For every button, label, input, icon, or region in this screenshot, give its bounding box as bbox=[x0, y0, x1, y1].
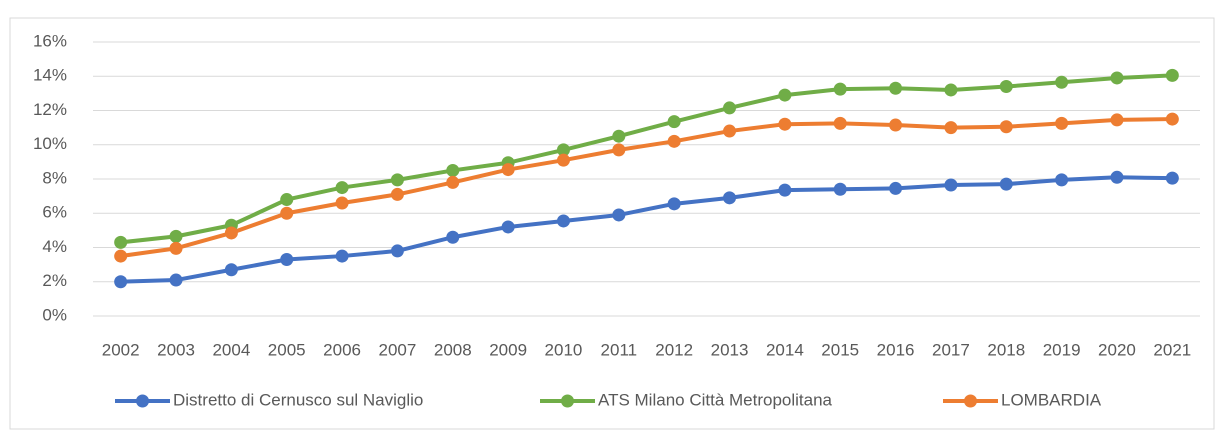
point bbox=[556, 153, 570, 167]
x-tick-label: 2011 bbox=[601, 340, 638, 359]
y-tick-label: 12% bbox=[33, 100, 67, 119]
point bbox=[667, 134, 681, 148]
x-tick-label: 2010 bbox=[545, 340, 583, 359]
y-tick-label: 16% bbox=[33, 31, 67, 50]
point bbox=[280, 193, 294, 207]
point bbox=[723, 191, 737, 205]
point bbox=[999, 80, 1013, 94]
y-tick-label: 0% bbox=[42, 305, 67, 324]
x-tick-label: 2016 bbox=[877, 340, 915, 359]
point bbox=[280, 252, 294, 266]
point bbox=[833, 116, 847, 130]
x-tick-label: 2012 bbox=[655, 340, 693, 359]
x-tick-label: 2019 bbox=[1043, 340, 1081, 359]
y-tick-label: 4% bbox=[42, 237, 67, 256]
legend-marker bbox=[136, 394, 149, 408]
y-tick-label: 6% bbox=[42, 203, 67, 222]
legend-label: Distretto di Cernusco sul Naviglio bbox=[173, 390, 423, 409]
point bbox=[390, 244, 404, 258]
x-tick-label: 2007 bbox=[379, 340, 417, 359]
y-tick-label: 14% bbox=[33, 66, 67, 85]
x-tick-label: 2004 bbox=[212, 340, 250, 359]
x-tick-label: 2017 bbox=[932, 340, 970, 359]
point bbox=[778, 88, 792, 102]
point bbox=[501, 163, 515, 177]
x-tick-label: 2020 bbox=[1098, 340, 1136, 359]
legend-marker bbox=[561, 394, 574, 408]
point bbox=[169, 273, 183, 287]
x-tick-label: 2002 bbox=[102, 340, 140, 359]
point bbox=[889, 181, 903, 195]
point bbox=[612, 129, 626, 143]
x-tick-label: 2013 bbox=[711, 340, 749, 359]
point bbox=[1165, 68, 1179, 82]
point bbox=[667, 197, 681, 211]
point bbox=[612, 208, 626, 222]
point bbox=[944, 178, 958, 192]
point bbox=[999, 177, 1013, 191]
y-tick-label: 10% bbox=[33, 134, 67, 153]
point bbox=[114, 249, 128, 263]
x-tick-label: 2009 bbox=[489, 340, 527, 359]
point bbox=[1165, 171, 1179, 185]
y-tick-label: 8% bbox=[42, 168, 67, 187]
point bbox=[723, 101, 737, 115]
point bbox=[1055, 173, 1069, 187]
legend-marker bbox=[964, 394, 977, 408]
point bbox=[1110, 170, 1124, 184]
point bbox=[556, 143, 570, 157]
y-tick-label: 2% bbox=[42, 271, 67, 290]
point bbox=[889, 118, 903, 132]
point bbox=[446, 230, 460, 244]
point bbox=[944, 121, 958, 135]
point bbox=[1165, 112, 1179, 126]
point bbox=[169, 241, 183, 255]
point bbox=[833, 182, 847, 196]
point bbox=[390, 187, 404, 201]
point bbox=[833, 82, 847, 96]
point bbox=[999, 120, 1013, 134]
x-tick-label: 2005 bbox=[268, 340, 306, 359]
point bbox=[169, 229, 183, 243]
x-tick-label: 2008 bbox=[434, 340, 472, 359]
x-tick-label: 2014 bbox=[766, 340, 804, 359]
point bbox=[335, 181, 349, 195]
point bbox=[1110, 113, 1124, 127]
series-line bbox=[120, 73, 1173, 245]
point bbox=[1110, 71, 1124, 85]
x-tick-label: 2003 bbox=[157, 340, 195, 359]
legend-label: LOMBARDIA bbox=[1001, 390, 1102, 409]
point bbox=[612, 143, 626, 157]
x-tick-label: 2021 bbox=[1153, 340, 1191, 359]
point bbox=[1055, 75, 1069, 89]
point bbox=[114, 275, 128, 289]
point bbox=[667, 115, 681, 129]
point bbox=[723, 124, 737, 138]
point bbox=[114, 235, 128, 249]
legend-label: ATS Milano Città Metropolitana bbox=[598, 390, 833, 409]
point bbox=[280, 206, 294, 220]
point bbox=[944, 83, 958, 97]
point bbox=[446, 175, 460, 189]
point bbox=[501, 220, 515, 234]
series-line bbox=[120, 175, 1173, 284]
point bbox=[390, 173, 404, 187]
x-tick-label: 2006 bbox=[323, 340, 361, 359]
point bbox=[1055, 116, 1069, 130]
point bbox=[446, 163, 460, 177]
point bbox=[224, 226, 238, 240]
x-tick-label: 2015 bbox=[821, 340, 859, 359]
point bbox=[778, 183, 792, 197]
series-line bbox=[120, 117, 1173, 259]
point bbox=[335, 249, 349, 263]
x-tick-label: 2018 bbox=[987, 340, 1025, 359]
point bbox=[224, 263, 238, 277]
point bbox=[556, 214, 570, 228]
point bbox=[335, 196, 349, 210]
chart-frame bbox=[9, 17, 1215, 430]
point bbox=[778, 117, 792, 131]
point bbox=[889, 81, 903, 95]
